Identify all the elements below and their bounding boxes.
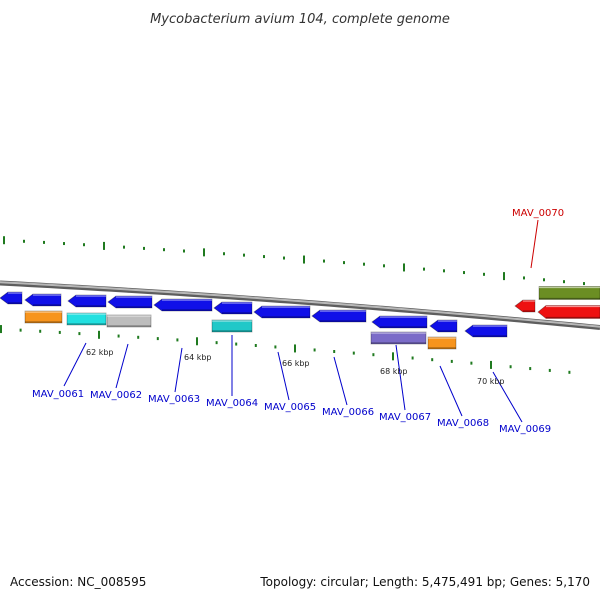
genome-backbone bbox=[0, 280, 600, 331]
gene-label-mav-0069[interactable]: MAV_0069 bbox=[499, 424, 551, 435]
gene-blue-7-body bbox=[311, 309, 367, 323]
feature-purple bbox=[370, 331, 427, 345]
feature-orange-2 bbox=[427, 336, 457, 350]
gene-blue-10-body bbox=[464, 324, 508, 338]
connector-mav-0063 bbox=[174, 347, 183, 393]
feature-olive-body bbox=[538, 286, 600, 300]
label-connectors bbox=[63, 219, 539, 423]
gene-blue-3 bbox=[107, 295, 153, 309]
gene-label-mav-0061[interactable]: MAV_0061 bbox=[32, 389, 84, 400]
gene-blue-5 bbox=[213, 301, 253, 315]
feature-olive bbox=[538, 286, 600, 300]
kbp-label-62: 62 kbp bbox=[86, 348, 114, 357]
gene-label-mav-0066[interactable]: MAV_0066 bbox=[322, 407, 374, 418]
gene-blue-1 bbox=[24, 293, 62, 307]
feature-gray-body bbox=[106, 314, 152, 328]
gene-blue-2-body bbox=[67, 294, 107, 308]
gene-label-mav-0063[interactable]: MAV_0063 bbox=[148, 394, 200, 405]
gene-blue-2 bbox=[67, 294, 107, 308]
gene-blue-6-body bbox=[253, 305, 311, 319]
kbp-label-68: 68 kbp bbox=[380, 367, 408, 376]
gene-red-large-body bbox=[537, 305, 600, 319]
kbp-label-66: 66 kbp bbox=[282, 359, 310, 368]
gene-red-small bbox=[514, 299, 536, 313]
gene-blue-3-body bbox=[107, 295, 153, 309]
backbone-highlight bbox=[0, 281, 600, 328]
map-title: Mycobacterium avium 104, complete genome bbox=[150, 12, 450, 27]
gene-label-mav-0070[interactable]: MAV_0070 bbox=[512, 208, 564, 219]
gene-blue-9-body bbox=[429, 319, 458, 333]
gene-red-large bbox=[537, 305, 600, 319]
gene-label-mav-0067[interactable]: MAV_0067 bbox=[379, 412, 431, 423]
connector-mav-0062 bbox=[115, 343, 129, 389]
gene-blue-9 bbox=[429, 319, 458, 333]
gene-blue-8 bbox=[371, 315, 428, 329]
gene-label-mav-0062[interactable]: MAV_0062 bbox=[90, 390, 142, 401]
gene-blue-1-body bbox=[24, 293, 62, 307]
connector-mav-0066 bbox=[333, 356, 348, 406]
connector-mav-0069 bbox=[492, 371, 523, 423]
feature-track bbox=[0, 286, 600, 350]
gene-blue-5-body bbox=[213, 301, 253, 315]
feature-orange-1 bbox=[24, 310, 63, 324]
outer-tick-ring bbox=[3, 236, 585, 286]
connector-mav-0070 bbox=[530, 219, 539, 269]
feature-teal bbox=[211, 319, 253, 333]
gene-blue-10 bbox=[464, 324, 508, 338]
connector-mav-0065 bbox=[277, 351, 290, 401]
feature-cyan bbox=[66, 312, 107, 326]
gene-blue-0-body bbox=[0, 291, 23, 305]
gene-blue-4-body bbox=[153, 298, 213, 312]
connector-mav-0067 bbox=[395, 344, 406, 411]
gene-blue-4 bbox=[153, 298, 213, 312]
gene-red-small-body bbox=[514, 299, 536, 313]
accession-text: Accession: NC_008595 bbox=[10, 575, 146, 589]
feature-cyan-body bbox=[66, 312, 107, 326]
inner-tick-ring bbox=[0, 325, 571, 374]
connector-mav-0061 bbox=[63, 342, 87, 387]
feature-purple-body bbox=[370, 331, 427, 345]
gene-blue-6 bbox=[253, 305, 311, 319]
genome-summary-text: Topology: circular; Length: 5,475,491 bp… bbox=[259, 575, 590, 589]
gene-blue-0 bbox=[0, 291, 23, 305]
kbp-label-64: 64 kbp bbox=[184, 353, 212, 362]
gene-label-mav-0065[interactable]: MAV_0065 bbox=[264, 402, 316, 413]
gene-blue-8-body bbox=[371, 315, 428, 329]
gene-label-mav-0064[interactable]: MAV_0064 bbox=[206, 398, 258, 409]
gene-label-mav-0068[interactable]: MAV_0068 bbox=[437, 418, 489, 429]
feature-orange-1-body bbox=[24, 310, 63, 324]
kbp-label-70: 70 kbp bbox=[477, 377, 505, 386]
gene-blue-7 bbox=[311, 309, 367, 323]
connector-mav-0068 bbox=[439, 365, 463, 417]
feature-orange-2-body bbox=[427, 336, 457, 350]
feature-gray bbox=[106, 314, 152, 328]
feature-teal-body bbox=[211, 319, 253, 333]
